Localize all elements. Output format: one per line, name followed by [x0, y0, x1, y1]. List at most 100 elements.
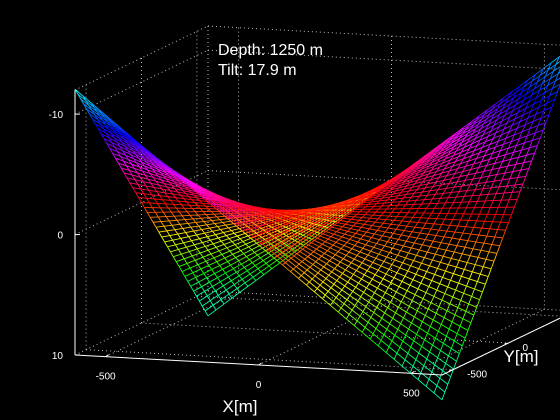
mesh-line — [297, 213, 301, 216]
mesh-line — [442, 202, 446, 209]
mesh-line — [366, 231, 375, 235]
mesh-line — [455, 260, 460, 268]
mesh-line — [389, 202, 393, 206]
mesh-line — [313, 217, 322, 221]
mesh-line — [436, 289, 445, 294]
mesh-line — [435, 235, 445, 238]
mesh-line — [424, 186, 434, 189]
mesh-line — [179, 224, 184, 229]
mesh-line — [505, 151, 514, 156]
mesh-line — [532, 117, 542, 122]
mesh-line — [384, 245, 393, 249]
mesh-line — [175, 207, 180, 213]
mesh-line — [411, 300, 421, 306]
mesh-line — [275, 247, 280, 251]
mesh-line — [334, 214, 339, 218]
mesh-line — [395, 243, 404, 247]
mesh-line — [182, 226, 191, 229]
mesh-line — [382, 219, 387, 224]
mesh-line — [303, 209, 307, 212]
mesh-line — [277, 230, 281, 233]
mesh-line — [233, 263, 242, 270]
mesh-line — [385, 231, 394, 234]
mesh-line — [353, 216, 363, 218]
mesh-line — [239, 206, 248, 212]
mesh-line — [112, 153, 116, 159]
mesh-line — [502, 158, 511, 162]
mesh-line — [366, 197, 370, 201]
mesh-line — [298, 275, 302, 279]
mesh-line — [361, 327, 366, 333]
mesh-line — [301, 258, 306, 262]
mesh-line — [459, 190, 468, 192]
mesh-line — [124, 146, 129, 151]
mesh-line — [495, 128, 505, 134]
mesh-line — [205, 261, 210, 266]
mesh-line — [438, 172, 443, 178]
mesh-line — [318, 224, 323, 227]
mesh-line — [198, 193, 203, 197]
mesh-line — [327, 215, 336, 218]
mesh-line — [300, 275, 310, 283]
mesh-line — [472, 241, 477, 249]
mesh-line — [503, 141, 512, 145]
mesh-line — [533, 97, 538, 105]
mesh-line — [272, 237, 282, 244]
mesh-line — [339, 276, 348, 283]
mesh-line — [434, 203, 438, 209]
mesh-line — [539, 83, 543, 91]
mesh-line — [393, 296, 402, 303]
mesh-line — [432, 338, 436, 346]
mesh-line — [163, 175, 172, 179]
mesh-line — [112, 152, 121, 157]
mesh-line — [380, 186, 384, 188]
mesh-line — [158, 175, 167, 180]
mesh-line — [204, 246, 209, 251]
mesh-line — [517, 169, 522, 178]
mesh-line — [419, 304, 429, 310]
mesh-line — [462, 311, 467, 319]
mesh-line — [203, 269, 212, 274]
mesh-line — [493, 253, 498, 262]
mesh-line — [171, 178, 180, 182]
mesh-line — [276, 226, 280, 229]
mesh-line — [449, 303, 459, 308]
mesh-line — [554, 91, 559, 100]
mesh-line — [172, 239, 176, 246]
mesh-line — [448, 321, 453, 330]
mesh-line — [505, 222, 509, 231]
mesh-line — [219, 200, 223, 202]
mesh-line — [457, 225, 466, 228]
mesh-line — [330, 247, 339, 253]
mesh-line — [229, 213, 234, 216]
mesh-line — [293, 255, 303, 262]
mesh-line — [407, 346, 412, 354]
mesh-line — [433, 385, 438, 394]
mesh-line — [391, 259, 396, 265]
mesh-line — [437, 151, 442, 156]
mesh-line — [283, 211, 287, 214]
mesh-line — [482, 129, 487, 136]
mesh-line — [141, 161, 150, 167]
mesh-line — [470, 314, 475, 323]
mesh-line — [522, 176, 527, 185]
mesh-line — [307, 228, 312, 231]
mesh-line — [466, 150, 475, 155]
mesh-line — [531, 75, 541, 82]
mesh-line — [218, 247, 228, 252]
mesh-line — [393, 272, 398, 278]
mesh-line — [155, 181, 160, 186]
mesh-line — [443, 236, 453, 239]
mesh-line — [483, 118, 492, 125]
mesh-line — [493, 119, 498, 126]
mesh-line — [135, 192, 139, 198]
mesh-line — [239, 226, 248, 229]
mesh-line — [186, 211, 191, 216]
mesh-line — [185, 193, 194, 196]
mesh-line — [413, 169, 417, 173]
mesh-line — [229, 210, 239, 217]
mesh-line — [219, 200, 229, 206]
mesh-line — [340, 307, 350, 315]
mesh-line — [237, 212, 242, 216]
mesh-line — [405, 172, 414, 177]
